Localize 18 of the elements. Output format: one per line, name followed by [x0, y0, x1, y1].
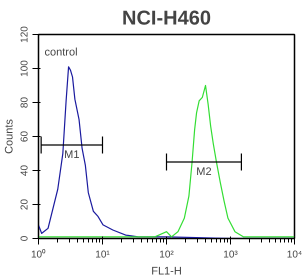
y-tick-label: 60 [20, 130, 30, 142]
y-tick-label: 0 [20, 235, 30, 242]
x-tick-label: 10² [159, 250, 174, 260]
x-tick-label: 10³ [223, 250, 238, 260]
chart-title: NCI-H460 [122, 8, 211, 30]
y-tick-label: 40 [20, 164, 30, 176]
x-tick-label: 10⁴ [286, 250, 302, 260]
series-label: M2 [196, 166, 212, 178]
annotation: control [44, 46, 78, 58]
x-tick-label: 10⁰ [30, 248, 46, 260]
y-tick-label: 100 [20, 60, 30, 77]
series-label: M1 [64, 149, 80, 161]
y-tick-label: 20 [20, 198, 30, 210]
y-tick-label: 80 [20, 96, 30, 108]
y-tick-label: 120 [20, 26, 30, 43]
x-tick-label: 10¹ [95, 250, 110, 260]
x-axis-title: FL1-H [151, 266, 182, 278]
y-axis-title: Counts [4, 118, 16, 154]
